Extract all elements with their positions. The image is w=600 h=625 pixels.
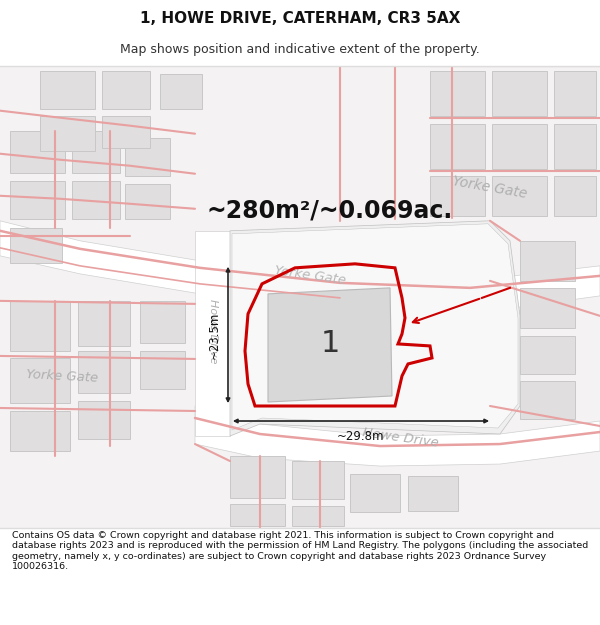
Bar	[408, 476, 458, 511]
Bar	[125, 184, 170, 219]
Bar	[10, 301, 70, 351]
Bar	[102, 116, 150, 148]
Bar	[125, 138, 170, 176]
Bar	[10, 131, 65, 173]
Text: Yorke Gate: Yorke Gate	[26, 368, 98, 384]
Text: Yorke Gate: Yorke Gate	[274, 264, 347, 288]
Bar	[160, 74, 202, 109]
Polygon shape	[232, 224, 518, 430]
Bar	[40, 116, 95, 151]
Text: 1: 1	[320, 329, 340, 358]
Text: Map shows position and indicative extent of the property.: Map shows position and indicative extent…	[120, 42, 480, 56]
Bar	[10, 181, 65, 219]
Polygon shape	[0, 221, 600, 314]
Bar	[350, 474, 400, 512]
Bar	[72, 131, 120, 173]
Bar	[10, 228, 62, 263]
Polygon shape	[268, 288, 392, 402]
Bar	[554, 71, 596, 116]
Bar	[292, 461, 344, 499]
Bar	[554, 124, 596, 169]
Bar	[520, 336, 575, 374]
Bar	[430, 71, 485, 116]
Text: ~280m²/~0.069ac.: ~280m²/~0.069ac.	[207, 199, 453, 222]
Bar	[102, 71, 150, 109]
Bar	[430, 176, 485, 216]
Text: Howe Drive: Howe Drive	[208, 299, 218, 363]
Text: 1, HOWE DRIVE, CATERHAM, CR3 5AX: 1, HOWE DRIVE, CATERHAM, CR3 5AX	[140, 11, 460, 26]
Text: Contains OS data © Crown copyright and database right 2021. This information is : Contains OS data © Crown copyright and d…	[12, 531, 588, 571]
Polygon shape	[195, 406, 600, 466]
Bar	[492, 124, 547, 169]
Bar	[140, 301, 185, 343]
Text: ~29.8m: ~29.8m	[337, 429, 385, 442]
Bar	[230, 456, 285, 498]
Bar	[72, 181, 120, 219]
Bar	[430, 124, 485, 169]
Bar	[10, 358, 70, 403]
Bar	[78, 401, 130, 439]
Bar	[40, 71, 95, 109]
Bar	[520, 288, 575, 328]
Bar	[554, 176, 596, 216]
Text: Yorke Gate: Yorke Gate	[452, 174, 529, 201]
Bar	[230, 504, 285, 526]
Polygon shape	[195, 231, 230, 436]
Bar	[10, 411, 70, 451]
Text: ~23.5m: ~23.5m	[208, 311, 221, 359]
Bar	[140, 351, 185, 389]
Bar	[78, 301, 130, 346]
Bar	[78, 351, 130, 393]
Bar	[520, 381, 575, 419]
Bar	[292, 506, 344, 526]
Bar	[520, 241, 575, 281]
Polygon shape	[230, 221, 520, 436]
Bar	[492, 71, 547, 116]
Text: Howe Drive: Howe Drive	[361, 426, 439, 450]
Bar	[492, 176, 547, 216]
